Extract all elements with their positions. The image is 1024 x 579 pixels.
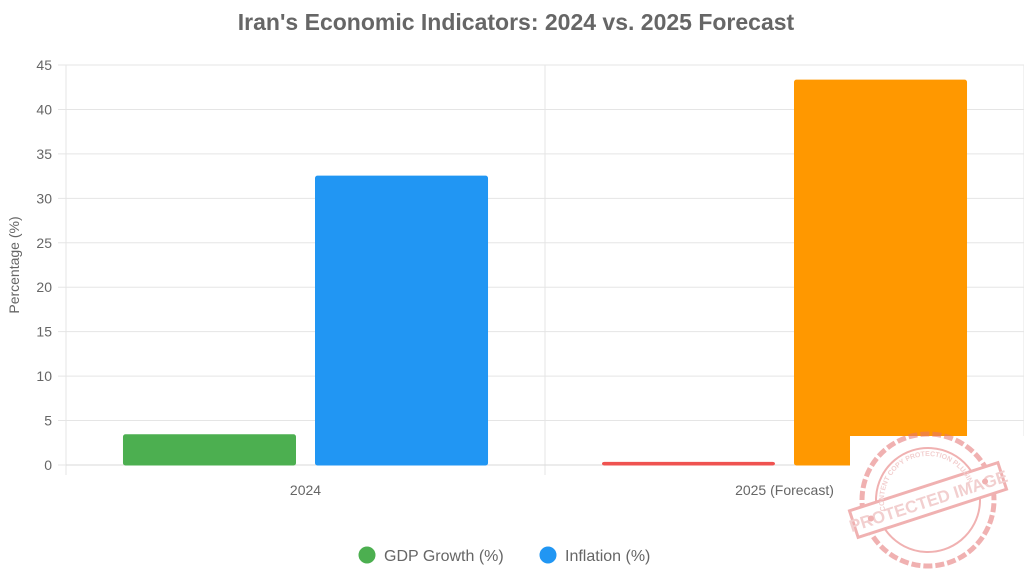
- bars-group: [122, 79, 968, 466]
- legend-label[interactable]: Inflation (%): [565, 548, 650, 565]
- y-axis-label: Percentage (%): [6, 216, 22, 313]
- stamp-dot: [867, 515, 874, 522]
- x-axis-ticks: 2024 2025 (Forecast): [290, 482, 834, 498]
- legend-label[interactable]: GDP Growth (%): [384, 548, 504, 565]
- y-tick-label: 40: [36, 101, 52, 117]
- y-axis-ticks: 0 5 10 15 20 25 30 35 40 45: [36, 57, 52, 473]
- legend-swatch[interactable]: [358, 546, 376, 564]
- bar-inflation--0[interactable]: [315, 175, 489, 466]
- y-tick-label: 30: [36, 190, 52, 206]
- bar-gdp-growth--1[interactable]: [601, 461, 775, 466]
- x-tick-label: 2024: [290, 482, 321, 498]
- stamp-banner: [847, 460, 1009, 540]
- stamp-dot: [982, 478, 989, 485]
- chart-title: Iran's Economic Indicators: 2024 vs. 202…: [238, 9, 795, 35]
- y-tick-label: 20: [36, 279, 52, 295]
- y-tick-label: 25: [36, 235, 52, 251]
- chart-legend[interactable]: GDP Growth (%) Inflation (%): [358, 546, 650, 565]
- bar-inflation--1[interactable]: [794, 79, 968, 466]
- y-tick-label: 0: [44, 457, 52, 473]
- bar-gdp-growth--0[interactable]: [122, 434, 297, 466]
- y-tick-label: 10: [36, 368, 52, 384]
- y-tick-label: 15: [36, 324, 52, 340]
- y-tick-label: 45: [36, 57, 52, 73]
- x-tick-label: 2025 (Forecast): [735, 482, 834, 498]
- y-tick-label: 5: [44, 413, 52, 429]
- legend-swatch[interactable]: [539, 546, 557, 564]
- y-tick-label: 35: [36, 146, 52, 162]
